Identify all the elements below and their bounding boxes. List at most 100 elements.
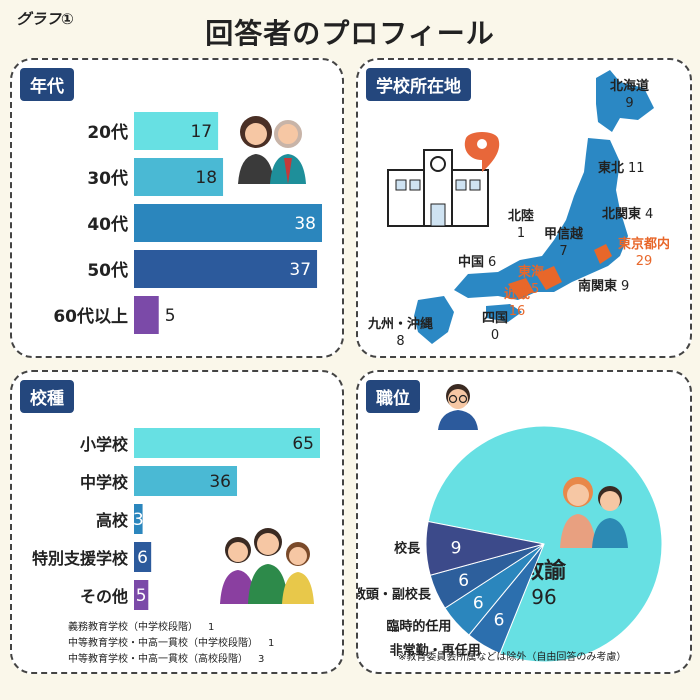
pie-slice-label: 非常勤・再任用	[390, 643, 481, 659]
region-label: 近畿 16	[504, 286, 530, 320]
age-category-label: 40代	[87, 214, 128, 235]
region-label: 甲信越 7	[544, 226, 583, 260]
school-type-footnote: 中等教育学校・中高一貫校（中学校段階） 1	[68, 634, 274, 649]
school-type-bar	[134, 504, 143, 534]
pie-value-label: 6	[494, 611, 505, 631]
region-label: 東海 15	[518, 264, 544, 298]
kyushu-shape	[414, 296, 454, 344]
age-bar	[134, 112, 219, 150]
region-name: 北海道	[610, 79, 650, 94]
teachers-illustration	[560, 477, 628, 548]
school-type-value-label: 6	[137, 548, 148, 568]
school-type-value-label: 36	[209, 472, 231, 492]
footnote-text: 義務教育学校（中学校段階）	[68, 622, 198, 633]
school-type-panel: 校種 小学校 65 中学校 36 高校 3 特別支援学校 6 その他 5 義務教育学校（中学校段階…	[10, 370, 344, 674]
location-panel: 学校所在地 北海道 9 東北 11 北関東 4 北陸 1 甲信越 7 東京都内 29 中国 6 東海 15 近畿…	[356, 58, 692, 358]
map-pin-icon	[464, 132, 500, 172]
age-bar	[134, 296, 159, 334]
school-type-bar	[134, 542, 152, 572]
region-name: 近畿	[504, 287, 531, 302]
region-value: 0	[490, 328, 500, 343]
region-value: 9	[625, 96, 634, 111]
graph-label: グラフ①	[16, 10, 74, 28]
school-type-panel-tag: 校種	[20, 380, 74, 413]
pie-value-label: 9	[451, 538, 462, 558]
age-panel-tag: 年代	[20, 68, 74, 101]
age-value-label: 18	[195, 168, 217, 188]
region-value: 7	[559, 244, 568, 259]
region-label: 北陸 1	[508, 208, 534, 242]
principal-illustration	[438, 384, 478, 430]
age-value-label: 37	[289, 260, 311, 280]
school-type-footnote: 中等教育学校・中高一貫校（高校段階） 3	[68, 650, 264, 665]
pie-slice	[427, 425, 663, 663]
school-type-category-label: 小学校	[80, 435, 129, 454]
pie-slice	[425, 520, 545, 576]
hokkaido-shape	[596, 70, 654, 132]
pie-value-label: 6	[458, 571, 469, 591]
position-panel-tag: 職位	[366, 380, 420, 413]
age-category-label: 50代	[87, 260, 128, 281]
region-value: 8	[396, 334, 405, 349]
school-type-value-label: 65	[292, 434, 314, 454]
students-illustration	[220, 528, 314, 604]
region-value: 4	[645, 207, 654, 222]
school-type-category-label: 特別支援学校	[32, 549, 129, 568]
pie-slice-label: 教頭・副校長	[358, 587, 432, 603]
footnote-value: 1	[208, 622, 215, 633]
footnote-text: 中等教育学校・中高一貫校（中学校段階）	[68, 638, 258, 649]
region-name: 北関東	[602, 207, 642, 222]
region-label: 東北 11	[598, 160, 645, 177]
position-note: ※教育委員会所属などは除外（自由回答のみ考慮）	[398, 652, 627, 663]
age-value-label: 17	[190, 122, 212, 142]
age-people-illustration	[238, 116, 306, 184]
kinki-highlight	[508, 278, 534, 298]
pie-value-label: 96	[531, 585, 556, 609]
school-type-category-label: 高校	[96, 511, 129, 530]
tokyo-highlight	[594, 244, 612, 264]
region-name: 東海	[518, 265, 545, 280]
pie-slice-label: 校長	[394, 541, 421, 557]
footnote-value: 1	[268, 638, 275, 649]
region-name: 甲信越	[544, 227, 584, 242]
tokai-highlight	[536, 266, 562, 290]
region-name: 東京都内	[618, 237, 671, 252]
region-label: 東京都内 29	[618, 236, 670, 270]
footnote-text: 中等教育学校・中高一貫校（高校段階）	[68, 654, 248, 665]
age-panel: 年代 20代 17 30代 18 40代 38 50代 37 60代以上 5	[10, 58, 344, 358]
age-bar	[134, 158, 224, 196]
school-type-category-label: その他	[80, 587, 128, 606]
age-value-label: 5	[165, 306, 176, 326]
school-type-bar	[134, 466, 238, 496]
school-type-value-label: 5	[136, 586, 147, 606]
school-type-value-label: 3	[133, 510, 144, 530]
region-name: 東北	[598, 161, 625, 176]
age-bar	[134, 204, 322, 242]
region-value: 16	[508, 304, 526, 319]
region-label: 北関東 4	[602, 206, 653, 223]
age-value-label: 38	[294, 214, 316, 234]
japan-map	[387, 70, 654, 344]
age-bar-chart: 20代 17 30代 18 40代 38 50代 37 60代以上 5	[53, 112, 322, 334]
age-category-label: 60代以上	[53, 306, 128, 327]
pie-value-label: 6	[473, 594, 484, 614]
age-category-label: 30代	[87, 168, 128, 189]
region-value: 1	[516, 226, 526, 241]
region-value: 11	[628, 161, 645, 176]
region-value: 9	[621, 279, 630, 294]
region-name: 北陸	[508, 209, 535, 224]
age-category-label: 20代	[87, 122, 128, 143]
region-name: 九州・沖縄	[368, 317, 434, 332]
pie-slice-label: 臨時的任用	[386, 619, 451, 635]
region-value: 15	[522, 282, 540, 297]
school-type-bar	[134, 580, 149, 610]
age-bar	[134, 250, 318, 288]
school-type-footnote: 義務教育学校（中学校段階） 1	[68, 618, 214, 633]
school-type-category-label: 中学校	[80, 473, 129, 492]
school-building-icon	[387, 149, 489, 227]
region-name: 中国	[458, 255, 485, 270]
region-label: 中国 6	[458, 254, 496, 271]
region-label: 北海道 9	[610, 78, 649, 112]
